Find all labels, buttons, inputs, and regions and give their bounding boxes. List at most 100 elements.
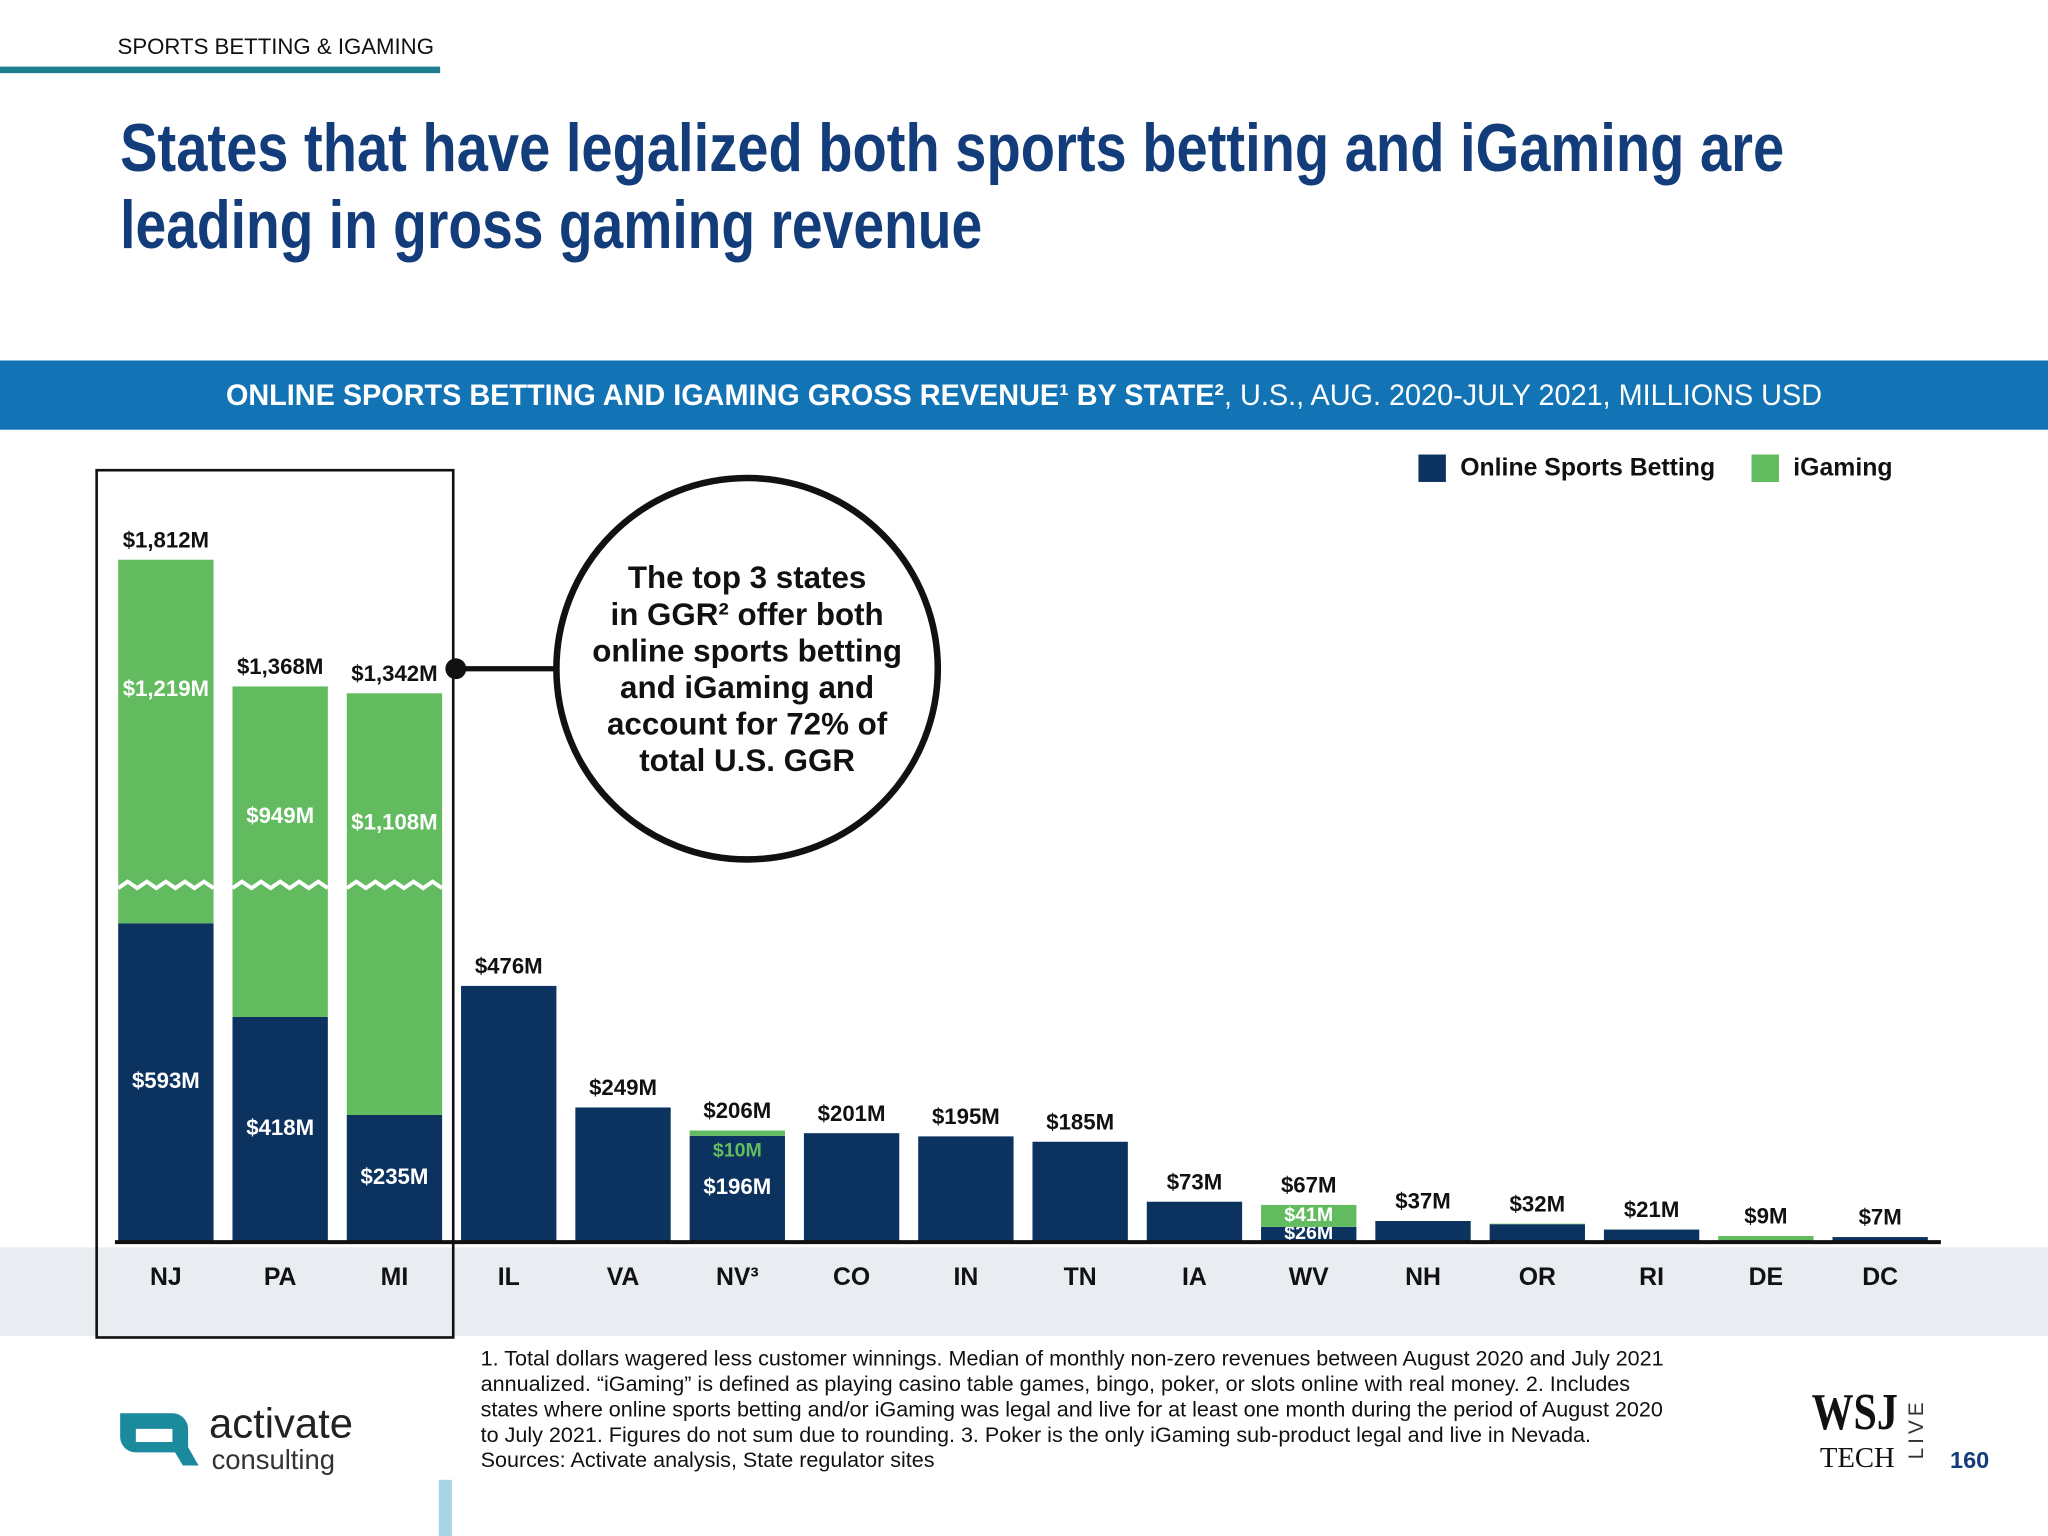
total-label: $67M	[1281, 1173, 1337, 1198]
segment-label: $196M	[703, 1174, 771, 1199]
bar-segment	[575, 1107, 671, 1241]
axis-break	[345, 879, 444, 891]
bar-segment	[689, 1130, 785, 1136]
segment-label: $10M	[713, 1140, 762, 1162]
total-label: $195M	[932, 1104, 1000, 1129]
legend-label: iGaming	[1793, 454, 1892, 481]
segment-label: $418M	[246, 1115, 314, 1140]
bar-segment	[118, 559, 214, 924]
annotation-line: online sports betting	[592, 633, 902, 668]
x-tick-label: NH	[1405, 1264, 1441, 1291]
total-label: $185M	[1046, 1109, 1114, 1134]
footnotes: 1. Total dollars wagered less customer w…	[481, 1345, 1664, 1472]
x-tick-label: OR	[1519, 1264, 1556, 1291]
x-tick-label: DE	[1749, 1264, 1783, 1291]
legend-swatch	[1751, 454, 1779, 482]
total-label: $249M	[589, 1075, 657, 1100]
segment-label: $26M	[1284, 1222, 1333, 1244]
x-tick-label: RI	[1639, 1264, 1664, 1291]
x-tick-label: VA	[607, 1264, 640, 1291]
brand-top: WSJ	[1812, 1383, 1898, 1441]
total-label: $1,368M	[237, 654, 323, 679]
subtitle-rest: , U.S., AUG. 2020-JULY 2021, MILLIONS US…	[1224, 379, 1822, 412]
brand-bottom: TECH	[1820, 1442, 1895, 1474]
bar-segment	[803, 1133, 900, 1241]
header-rule	[0, 66, 441, 74]
segment-label: $1,219M	[123, 676, 209, 701]
logo: activate consulting	[120, 1399, 353, 1475]
x-tick-label: IL	[498, 1264, 520, 1291]
segment-label: $41M	[1284, 1204, 1333, 1226]
bar-segment	[918, 1136, 1014, 1241]
axis-break	[231, 879, 329, 891]
footnote-line: annualized. “iGaming” is defined as play…	[481, 1371, 1630, 1396]
brand-side: LIVE	[1905, 1398, 1928, 1459]
x-tick-label: DC	[1862, 1264, 1898, 1291]
legend-swatch	[1418, 454, 1446, 482]
total-label: $476M	[475, 953, 543, 978]
segment-label: $593M	[132, 1068, 200, 1093]
bar-segment	[1603, 1229, 1700, 1241]
subtitle-bold: ONLINE SPORTS BETTING AND IGAMING GROSS …	[226, 379, 1224, 412]
x-tick-label: TN	[1064, 1264, 1097, 1291]
total-label: $37M	[1395, 1189, 1451, 1214]
axis-break	[117, 879, 215, 891]
annotation-line: in GGR² offer both	[610, 597, 883, 632]
bar-segment	[346, 693, 443, 1115]
bar-segment	[1032, 1141, 1128, 1241]
logo-name: activate	[209, 1399, 353, 1446]
page-number: 160	[1950, 1447, 1989, 1473]
logo-sub: consulting	[212, 1444, 335, 1475]
callout-dot	[445, 658, 467, 680]
total-label: $1,342M	[351, 661, 437, 686]
total-label: $201M	[818, 1101, 886, 1126]
total-label: $206M	[703, 1098, 771, 1123]
title-line: leading in gross gaming revenue	[120, 188, 982, 263]
footnote-line: Sources: Activate analysis, State regula…	[481, 1447, 935, 1472]
x-tick-label: WV	[1289, 1264, 1329, 1291]
total-label: $21M	[1624, 1197, 1680, 1222]
x-tick-label: IN	[953, 1264, 978, 1291]
bar-segment	[1146, 1201, 1243, 1241]
x-tick-label: NJ	[150, 1264, 182, 1291]
segment-label: $1,108M	[351, 810, 437, 835]
bar-segment	[1375, 1221, 1471, 1241]
bar-segment	[689, 1135, 785, 1241]
bar-segment	[1261, 1204, 1357, 1227]
x-tick-label: IA	[1182, 1264, 1207, 1291]
category-band	[0, 1247, 2048, 1337]
bar-segment	[1489, 1223, 1585, 1225]
legend: Online Sports Betting iGaming	[1418, 454, 1893, 482]
bar-segment	[1489, 1224, 1585, 1241]
total-label: $9M	[1744, 1204, 1787, 1229]
total-label: $32M	[1510, 1191, 1566, 1216]
bar-segment	[346, 1114, 443, 1241]
annotation-line: account for 72% of	[607, 706, 888, 741]
x-tick-label: PA	[264, 1264, 297, 1291]
chart-subtitle: ONLINE SPORTS BETTING AND IGAMING GROSS …	[226, 379, 1822, 412]
total-label: $7M	[1859, 1205, 1902, 1230]
header: SPORTS BETTING & IGAMING	[118, 34, 434, 59]
legend-label: Online Sports Betting	[1460, 454, 1715, 481]
callout-circle	[553, 474, 942, 863]
x-tick-label: NV³	[716, 1264, 759, 1291]
bar-segment	[1832, 1237, 1928, 1241]
subtitle-banner	[0, 360, 2048, 430]
bar-segment	[232, 686, 328, 1017]
bars: $593M $1,219M $1,812M NJ $418M $949M $1,368M PA…	[117, 527, 1928, 1291]
footnote-line: states where online sports betting and/o…	[481, 1396, 1663, 1421]
footnote-line: to July 2021. Figures do not sum due to …	[481, 1422, 1591, 1447]
total-label: $73M	[1167, 1169, 1223, 1194]
bar-segment	[461, 985, 557, 1241]
accent-bar	[438, 1479, 452, 1536]
annotation-line: total U.S. GGR	[639, 743, 855, 778]
title-line: States that have legalized both sports b…	[120, 111, 1784, 186]
x-tick-label: MI	[381, 1264, 409, 1291]
bar-segment	[118, 923, 214, 1241]
bar-segment	[1718, 1235, 1814, 1241]
bar-segment	[1261, 1226, 1357, 1241]
logo-icon	[120, 1413, 199, 1466]
footnote-line: 1. Total dollars wagered less customer w…	[481, 1345, 1664, 1370]
x-tick-label: CO	[833, 1264, 870, 1291]
